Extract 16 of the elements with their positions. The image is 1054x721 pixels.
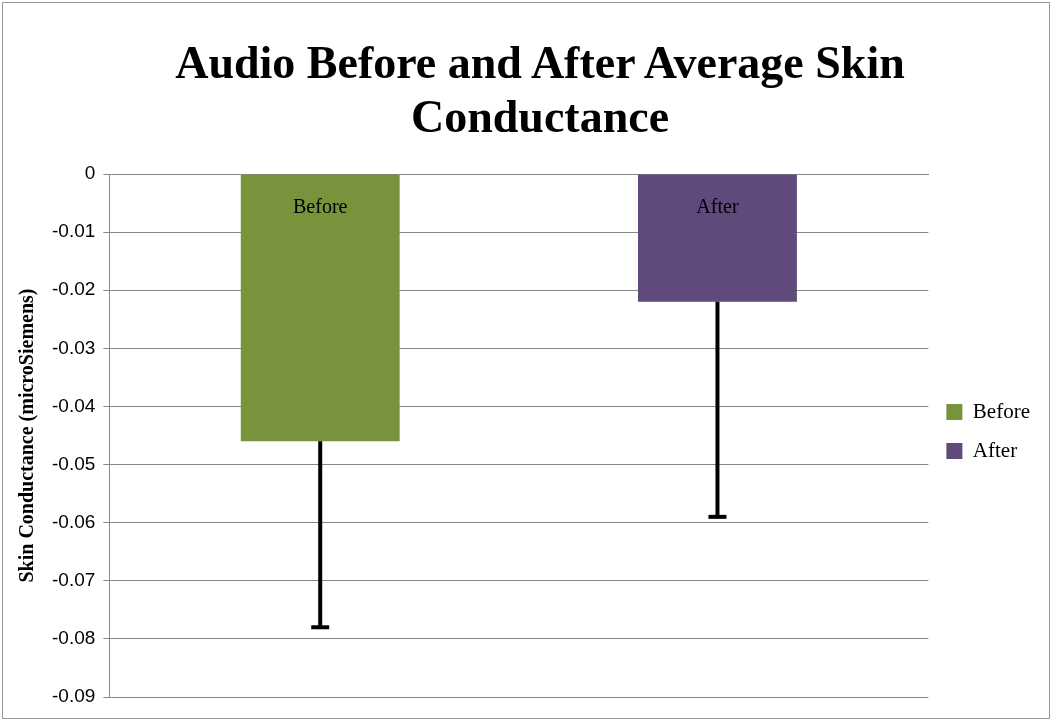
y-tick-label: -0.05 bbox=[51, 452, 96, 474]
y-axis-title: Skin Conductance (microSiemens) bbox=[15, 288, 39, 583]
chart-title: Audio Before and After Average Skin Conductance bbox=[174, 36, 906, 144]
annotation: Before bbox=[293, 195, 348, 218]
y-tick-label: -0.04 bbox=[51, 394, 96, 416]
y-tick-label: -0.02 bbox=[51, 278, 96, 300]
legend-label: Before bbox=[972, 398, 1031, 423]
annotation: After bbox=[696, 195, 739, 218]
y-tick-label: -0.01 bbox=[51, 220, 96, 242]
y-tick-label: -0.08 bbox=[51, 627, 96, 649]
legend-label: After bbox=[972, 437, 1018, 462]
y-tick-label: -0.06 bbox=[51, 510, 96, 532]
y-tick-label: 0 bbox=[84, 162, 96, 184]
y-tick-label: -0.03 bbox=[51, 336, 96, 358]
y-tick-label: -0.09 bbox=[51, 685, 96, 707]
y-tick-label: -0.07 bbox=[51, 569, 96, 591]
